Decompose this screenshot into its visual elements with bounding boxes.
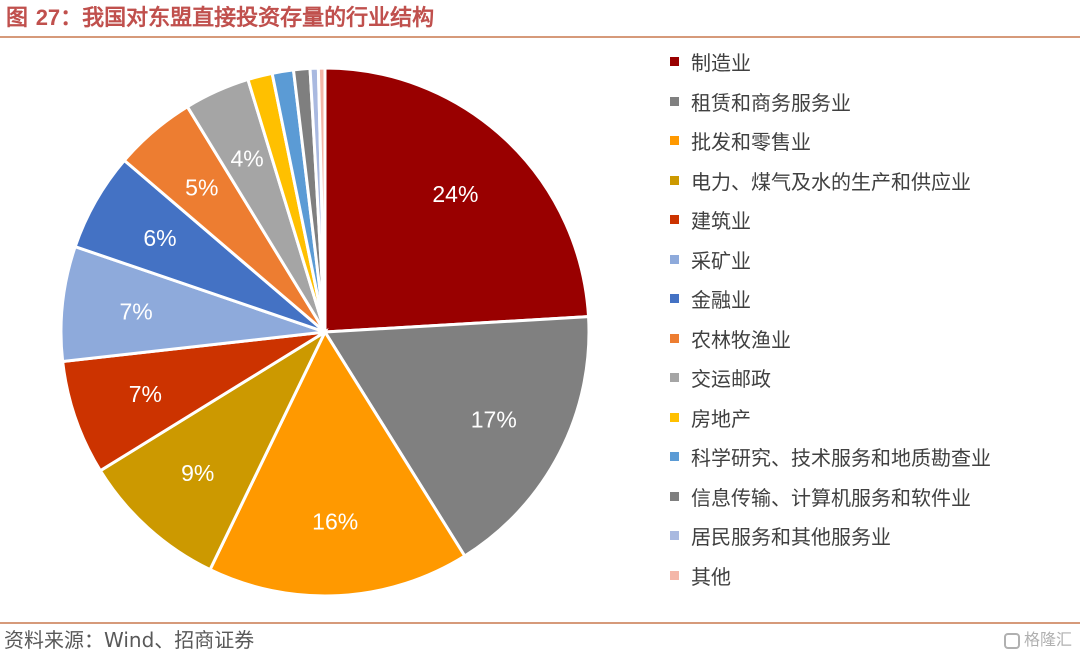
legend-label: 采矿业 (691, 248, 751, 273)
chart-legend: 制造业租赁和商务服务业 批发和零售业电力、煤气及水的生产和供应业 建筑业采矿业金融业… (670, 42, 991, 595)
watermark: 格隆汇 (1003, 628, 1072, 652)
legend-swatch (670, 531, 679, 541)
legend-swatch (670, 57, 679, 67)
legend-item: 信息传输、计算机服务和软件业 (670, 477, 991, 517)
footer-divider (0, 622, 1080, 624)
pie-slice (322, 315, 591, 559)
legend-swatch (670, 294, 679, 304)
legend-item: 居民服务和其他服务业 (670, 516, 991, 556)
legend-label: 建筑业 (691, 209, 751, 234)
pie-slice (316, 66, 327, 333)
legend-label: 信息传输、计算机服务和软件业 (691, 485, 971, 510)
legend-swatch (670, 175, 679, 185)
legend-label: 科学研究、技术服务和地质勘查业 (691, 446, 991, 471)
pie-slice (60, 330, 326, 473)
legend-item: 采矿业 (670, 240, 991, 280)
title-divider (0, 36, 1080, 38)
legend-item: 农林牧渔业 (670, 319, 991, 359)
legend-label: 交运邮政 (691, 367, 771, 392)
pie-slice (98, 328, 329, 572)
legend-item: 批发和零售业 (670, 121, 991, 161)
legend-item: 建筑业 (670, 200, 991, 240)
legend-swatch (670, 570, 679, 580)
source-note: 资料来源：Wind、招商证券 (4, 628, 255, 652)
legend-item: 租赁和商务服务业 (670, 82, 991, 122)
figure-number: 27 (35, 5, 61, 30)
legend-swatch (670, 333, 679, 343)
watermark-logo-icon (1003, 632, 1020, 649)
slice-value-label: 24% (432, 181, 478, 207)
legend-swatch (670, 491, 679, 501)
pie-slice (323, 66, 591, 334)
legend-label: 农林牧渔业 (691, 327, 791, 352)
slice-value-label: 6% (143, 225, 176, 251)
legend-label: 租赁和商务服务业 (691, 90, 851, 115)
legend-label: 其他 (691, 564, 731, 589)
watermark-text: 格隆汇 (1023, 630, 1072, 649)
slice-value-label: 4% (230, 146, 263, 172)
slice-value-label: 16% (312, 509, 358, 535)
chart-title: 图 27：我国对东盟直接投资存量的行业结构 (6, 4, 434, 32)
pie-chart: 24% 17% 16% 9% 7% 7% 6% 5% 4% (59, 66, 591, 598)
slice-value-label: 7% (119, 298, 152, 324)
legend-item: 其他 (670, 556, 991, 596)
slice-value-label: 9% (181, 460, 214, 486)
legend-label: 房地产 (691, 406, 751, 431)
legend-item: 房地产 (670, 398, 991, 438)
legend-label: 批发和零售业 (691, 130, 811, 155)
slice-value-label: 17% (471, 406, 517, 432)
legend-label: 电力、煤气及水的生产和供应业 (691, 169, 971, 194)
legend-label: 金融业 (691, 288, 751, 313)
pie-slice (59, 244, 326, 364)
figure-label: 图 (6, 6, 29, 31)
slice-value-label: 5% (185, 174, 218, 200)
legend-swatch (670, 254, 679, 264)
legend-item: 制造业 (670, 42, 991, 82)
legend-swatch (670, 136, 679, 146)
legend-label: 居民服务和其他服务业 (691, 525, 891, 550)
legend-swatch (670, 96, 679, 106)
legend-swatch (670, 373, 679, 383)
legend-swatch (670, 215, 679, 225)
slice-value-label: 7% (129, 381, 162, 407)
legend-item: 金融业 (670, 279, 991, 319)
legend-item: 交运邮政 (670, 358, 991, 398)
pie-slice (208, 328, 467, 598)
legend-swatch (670, 452, 679, 462)
title-text: ：我国对东盟直接投资存量的行业结构 (60, 6, 435, 31)
legend-label: 制造业 (691, 51, 751, 76)
legend-swatch (670, 412, 679, 422)
legend-item: 科学研究、技术服务和地质勘查业 (670, 437, 991, 477)
legend-item: 电力、煤气及水的生产和供应业 (670, 161, 991, 201)
